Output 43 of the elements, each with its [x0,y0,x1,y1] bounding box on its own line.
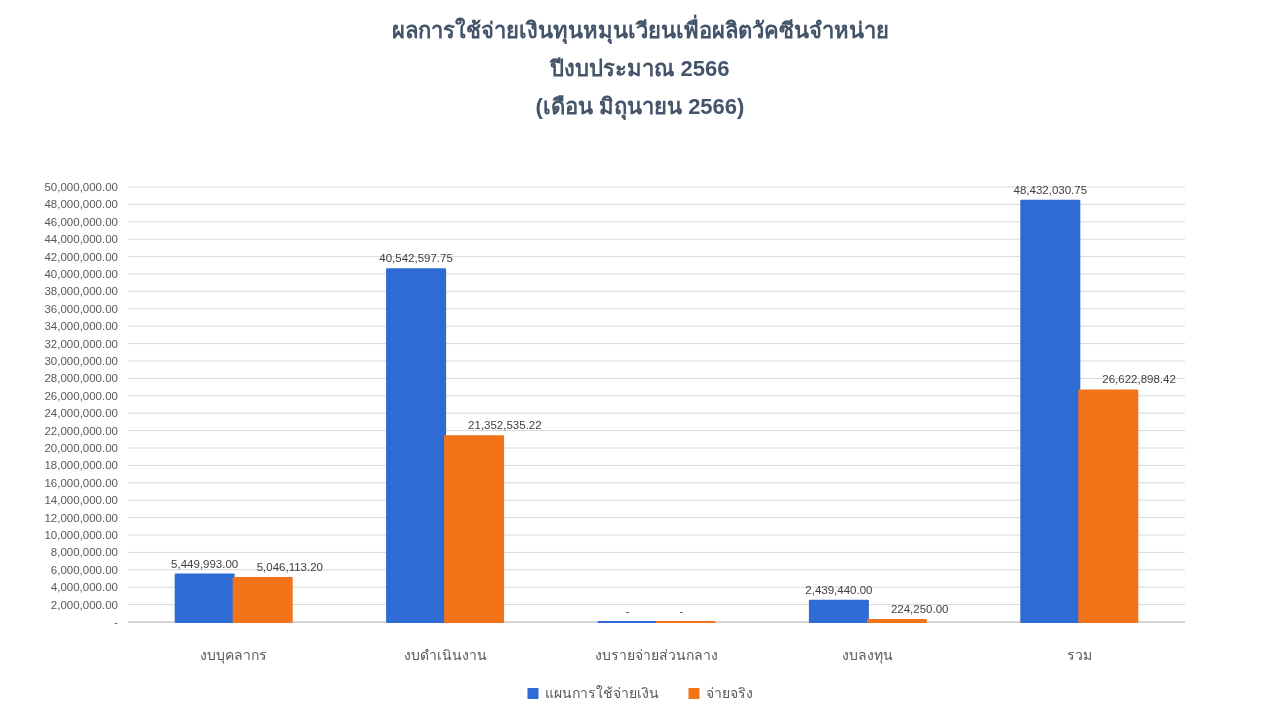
y-tick-label: 46,000,000.00 [44,215,118,228]
data-label: - [625,605,630,617]
y-tick-label: 44,000,000.00 [44,233,118,246]
data-label: - [679,605,684,617]
y-tick-label: 28,000,000.00 [44,372,118,385]
x-tick-label: งบรายจ่ายส่วนกลาง [595,647,718,663]
y-tick-label: 32,000,000.00 [44,337,118,350]
y-tick-label: 14,000,000.00 [44,494,118,507]
y-tick-label: 40,000,000.00 [44,268,118,280]
y-tick-label: 6,000,000.00 [50,563,118,576]
x-tick-label: งบดำเนินงาน [403,647,487,663]
y-tick-label: 18,000,000.00 [44,459,118,472]
y-tick-label: 42,000,000.00 [44,250,118,263]
y-tick-label: 2,000,000.00 [50,598,118,611]
x-tick-label: งบบุคลากร [200,647,268,663]
data-label: 21,352,535.22 [468,419,542,432]
legend-label: จ่ายจริง [705,685,753,701]
y-tick-label: 16,000,000.00 [44,476,118,489]
y-tick-label: 24,000,000.00 [44,407,118,420]
legend-label: แผนการใช้จ่ายเงิน [544,685,659,701]
y-tick-label: 34,000,000.00 [44,320,118,333]
data-label: 5,046,113.20 [256,561,323,574]
y-tick-label: 26,000,000.00 [44,389,118,402]
y-tick-label: 36,000,000.00 [44,302,118,315]
y-tick-label: 12,000,000.00 [44,511,118,524]
data-label: 2,439,440.00 [805,583,873,596]
data-label: 40,542,597.75 [379,252,453,265]
y-tick-label: 38,000,000.00 [44,285,118,298]
y-tick-label: - [114,616,118,628]
y-tick-label: 30,000,000.00 [44,355,118,367]
data-label: 26,622,898.42 [1102,373,1176,386]
data-label: 48,432,030.75 [1013,183,1088,196]
y-tick-label: 50,000,000.00 [44,181,118,193]
x-tick-label: งบลงทุน [842,647,894,663]
data-label: 224,250.00 [890,603,949,616]
y-tick-label: 20,000,000.00 [44,442,118,454]
y-tick-label: 22,000,000.00 [44,424,118,437]
data-label: 5,449,993.00 [171,557,239,570]
y-tick-label: 8,000,000.00 [50,546,118,559]
y-tick-label: 10,000,000.00 [44,529,118,541]
x-tick-label: รวม [1066,647,1092,663]
y-tick-label: 48,000,000.00 [44,198,118,211]
y-tick-label: 4,000,000.00 [50,581,118,594]
